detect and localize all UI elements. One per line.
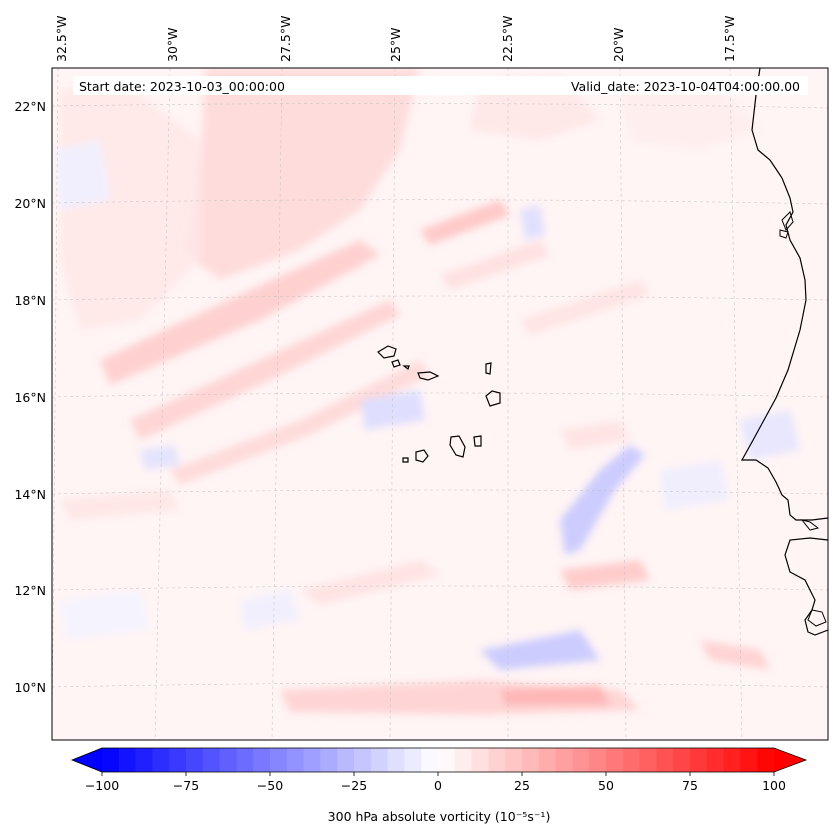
colorbar-tick-label: 50 xyxy=(598,778,614,793)
lat-label-22n: 22°N xyxy=(14,99,46,114)
lon-label-22-5w: 22.5°W xyxy=(500,16,515,62)
longitude-labels: 32.5°W 30°W 27.5°W 25°W 22.5°W 20°W 17.5… xyxy=(54,16,737,62)
colorbar-tick-label: 0 xyxy=(434,778,442,793)
colorbar-step xyxy=(102,748,120,772)
island-sao-nicolau xyxy=(417,371,440,381)
gridlines xyxy=(52,68,828,740)
colorbar-steps xyxy=(102,748,775,772)
colorbar-step xyxy=(589,748,607,772)
lat-label-10n: 10°N xyxy=(14,680,46,695)
island-boa-vista xyxy=(485,390,501,407)
vorticity-field xyxy=(55,68,800,715)
colorbar-step xyxy=(572,748,590,772)
colorbar-step xyxy=(555,748,573,772)
island-fogo xyxy=(415,449,429,463)
colorbar-step xyxy=(606,748,624,772)
lat-label-16n: 16°N xyxy=(14,390,46,405)
colorbar-low-extend xyxy=(72,748,102,772)
colorbar-step xyxy=(118,748,137,772)
lon-label-17-5w: 17.5°W xyxy=(722,16,737,62)
colorbar-step xyxy=(219,748,237,772)
west-africa-coastline xyxy=(740,68,828,636)
colorbar-step xyxy=(253,748,271,772)
colorbar-step xyxy=(270,748,288,772)
colorbar-step xyxy=(152,748,170,772)
colorbar-tick-label: −100 xyxy=(85,778,119,793)
island-santiago xyxy=(449,435,466,458)
map-frame xyxy=(51,67,829,741)
lat-label-18n: 18°N xyxy=(14,293,46,308)
lat-label-14n: 14°N xyxy=(14,487,46,502)
coast-detail-2 xyxy=(779,229,789,239)
colorbar-step xyxy=(404,748,422,772)
colorbar-step xyxy=(186,748,204,772)
colorbar-step xyxy=(438,748,456,772)
colorbar-tick-label: −75 xyxy=(173,778,199,793)
colorbar-step xyxy=(202,748,221,772)
lon-label-30w: 30°W xyxy=(165,27,180,62)
colorbar-step xyxy=(236,748,254,772)
valid-date-text: Valid_date: 2023-10-04T04:00:00.00 xyxy=(571,79,800,94)
colorbar-step xyxy=(320,748,338,772)
colorbar-step xyxy=(387,748,405,772)
coast-detail-4 xyxy=(807,609,827,627)
colorbar-step xyxy=(690,748,708,772)
colorbar-step xyxy=(740,748,758,772)
coast-detail-3 xyxy=(800,519,820,531)
colorbar-step xyxy=(421,748,439,772)
colorbar-step xyxy=(622,748,641,772)
island-maio xyxy=(473,435,482,447)
colorbar-high-extend xyxy=(774,748,806,772)
island-sal xyxy=(485,362,492,375)
colorbar-step xyxy=(538,748,557,772)
colorbar-step xyxy=(454,748,473,772)
colorbar-step xyxy=(673,748,691,772)
colorbar-step xyxy=(169,748,187,772)
colorbar-step xyxy=(471,748,489,772)
colorbar-step xyxy=(303,748,321,772)
colorbar-step xyxy=(354,748,372,772)
colorbar-step xyxy=(370,748,389,772)
colorbar-step xyxy=(723,748,741,772)
lat-label-20n: 20°N xyxy=(14,196,46,211)
lon-label-25w: 25°W xyxy=(388,27,403,62)
cape-verde-islands xyxy=(377,345,501,463)
colorbar-tick-label: 100 xyxy=(762,778,786,793)
island-santo-antao xyxy=(377,345,397,359)
colorbar-step xyxy=(656,748,674,772)
colorbar-step xyxy=(337,748,355,772)
map-panel xyxy=(52,68,828,740)
latitude-labels: 22°N 20°N 18°N 16°N 14°N 12°N 10°N xyxy=(14,99,46,695)
colorbar-step xyxy=(286,748,305,772)
colorbar: −100 −75 −50 −25 0 25 50 75 100 300 hPa absolute… xyxy=(70,747,808,824)
colorbar-label: 300 hPa absolute vorticity (10⁻⁵s⁻¹) xyxy=(328,809,551,824)
colorbar-step xyxy=(639,748,657,772)
colorbar-tick-label: 75 xyxy=(682,778,698,793)
header-box xyxy=(73,76,808,95)
lon-label-20w: 20°W xyxy=(611,27,626,62)
colorbar-step xyxy=(135,748,153,772)
colorbar-ticks: −100 −75 −50 −25 0 25 50 75 100 xyxy=(85,772,786,793)
island-brava xyxy=(402,457,409,463)
colorbar-tick-label: −50 xyxy=(257,778,283,793)
colorbar-step xyxy=(757,748,775,772)
island-santa-luzia xyxy=(402,365,410,370)
lon-label-32-5w: 32.5°W xyxy=(54,16,69,62)
start-date-text: Start date: 2023-10-03_00:00:00 xyxy=(79,79,285,94)
colorbar-step xyxy=(522,748,540,772)
colorbar-tick-label: −25 xyxy=(341,778,367,793)
coast-detail-1 xyxy=(781,211,794,231)
colorbar-tick-label: 25 xyxy=(514,778,530,793)
lat-label-12n: 12°N xyxy=(14,583,46,598)
lon-label-27-5w: 27.5°W xyxy=(278,16,293,62)
colorbar-step xyxy=(706,748,725,772)
colorbar-step xyxy=(505,748,523,772)
colorbar-step xyxy=(488,748,506,772)
island-sao-vicente xyxy=(391,359,401,368)
